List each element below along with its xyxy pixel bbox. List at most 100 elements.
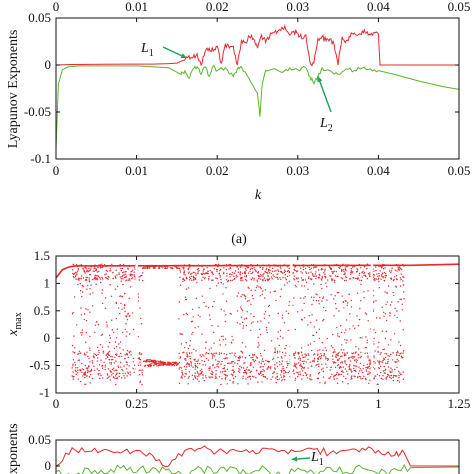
panel-b-point — [292, 264, 294, 267]
panel-b-point — [396, 316, 398, 319]
panel-b-point — [391, 369, 393, 371]
panel-b-point — [176, 266, 178, 269]
panel-b-point — [331, 271, 333, 273]
panel-b-point — [267, 272, 269, 275]
panel-b-point — [365, 336, 367, 338]
panel-b-point — [179, 333, 181, 335]
panel-b-point — [178, 301, 181, 303]
panel-b-point — [223, 358, 225, 360]
panel-b-point — [114, 288, 117, 290]
panel-b-point — [229, 352, 231, 355]
panel-b-point — [77, 268, 80, 270]
panel-b-point — [344, 360, 346, 362]
panel-b-point — [250, 362, 252, 364]
panel-b-point — [259, 266, 261, 269]
panel-b-point — [267, 305, 270, 308]
panel-b-point — [185, 312, 188, 314]
panel-b-point — [215, 285, 218, 287]
panel-b-point — [344, 268, 347, 271]
panel-b-point — [233, 371, 235, 374]
panel-b-point — [390, 377, 392, 379]
panel-b-point — [319, 382, 321, 384]
panel-b-point — [395, 285, 397, 287]
panel-b-point — [341, 352, 344, 354]
panel-b-point — [72, 269, 74, 271]
panel-b-point — [93, 365, 95, 367]
panel-b-point — [357, 376, 359, 378]
panel-b-point — [208, 277, 210, 280]
panel-b-point — [309, 268, 311, 271]
panel-b-point — [215, 352, 217, 354]
panel-b-point — [194, 362, 196, 365]
panel-b-point — [203, 360, 206, 363]
panel-b-xtick-label: 0 — [53, 396, 60, 411]
panel-b-point — [387, 361, 389, 363]
panel-b-point — [232, 339, 234, 341]
panel-b-point — [347, 383, 349, 385]
panel-b-point — [220, 383, 222, 386]
panel-b-point — [122, 283, 124, 286]
panel-b-point — [214, 367, 216, 369]
panel-b-point — [281, 317, 283, 319]
panel-b-point — [115, 346, 118, 348]
panel-b-point — [223, 267, 225, 269]
panel-b-point — [222, 371, 224, 373]
panel-b-point — [380, 377, 383, 380]
panel-b-point — [276, 362, 278, 364]
panel-b-point — [126, 331, 128, 333]
panel-b-point — [100, 281, 102, 284]
panel-b-point — [122, 349, 124, 351]
panel-b-point — [239, 274, 241, 276]
panel-b-point — [250, 356, 252, 359]
panel-b-point — [81, 368, 84, 370]
panel-b-point — [129, 274, 131, 277]
panel-b-point — [146, 267, 149, 270]
panel-b-point — [140, 317, 142, 320]
panel-b-point — [261, 370, 263, 373]
panel-b-point — [318, 356, 321, 358]
panel-b-point — [234, 362, 236, 364]
panel-b-point — [121, 272, 124, 274]
panel-b-point — [80, 264, 83, 266]
panel-b-point — [360, 351, 362, 354]
panel-b-point — [108, 350, 111, 353]
panel-b-point — [382, 370, 385, 372]
panel-b-point — [366, 352, 369, 354]
panel-b-point — [325, 358, 327, 360]
panel-b-point — [288, 280, 291, 282]
panel-b-point — [335, 263, 337, 266]
panel-b-point — [226, 362, 229, 365]
panel-b-point — [398, 341, 400, 343]
panel-b-point — [137, 296, 139, 298]
panel-b-point — [101, 364, 104, 367]
panel-b-point — [175, 364, 178, 366]
panel-b-point — [307, 288, 309, 290]
panel-b-point — [212, 279, 214, 281]
panel-b-point — [294, 279, 296, 281]
panel-b-point — [397, 360, 400, 362]
panel-b-point — [241, 342, 244, 344]
panel-b-point — [330, 366, 332, 369]
panel-b-point — [89, 274, 92, 276]
panel-b-point — [111, 356, 114, 358]
panel-b-point — [249, 270, 251, 273]
panel-b-point — [378, 360, 381, 362]
panel-b-point — [94, 324, 97, 326]
panel-b-point — [314, 273, 316, 275]
panel-b-point — [323, 272, 325, 274]
panel-b-point — [209, 367, 211, 370]
panel-b-point — [258, 286, 260, 288]
panel-b-point — [270, 340, 273, 342]
panel-b-point — [158, 360, 160, 362]
panel-b-point — [220, 308, 222, 310]
panel-b-point — [337, 355, 339, 357]
panel-b-point — [219, 276, 221, 278]
panel-b-point — [250, 278, 252, 280]
panel-b-point — [85, 308, 87, 310]
panel-b-point — [284, 371, 287, 373]
panel-b-point — [283, 372, 285, 374]
panel-b-point — [214, 377, 217, 379]
panel-b-point — [77, 278, 79, 280]
panel-a-annotation-l1-sub: 1 — [149, 48, 154, 59]
panel-b-point — [253, 279, 255, 281]
